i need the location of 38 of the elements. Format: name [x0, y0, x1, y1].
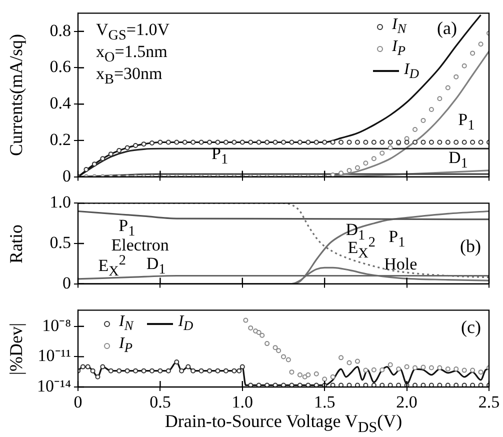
annotation: x$_{O}$=1.5nm — [96, 42, 168, 66]
x-tick-label: 2.5 — [478, 392, 500, 412]
annotation: Hole — [384, 254, 418, 274]
chart-title: (a) — [437, 18, 457, 38]
y-tick-label: 10⁻¹¹ — [38, 346, 71, 366]
y-axis-title: Ratio — [6, 224, 26, 263]
y-tick-label: 0 — [62, 166, 71, 186]
x-tick-label: 1.5 — [314, 392, 336, 412]
y-axis-title: Currents(mA/sq) — [6, 34, 26, 156]
legend-label: I$_{D}$ — [178, 313, 194, 334]
legend-label: I$_{N}$ — [119, 313, 134, 334]
y-tick-label: 10⁻⁸ — [42, 316, 72, 335]
x-tick-label: 0.5 — [150, 392, 171, 412]
x-axis-title: Drain-to-Source Voltage V$_{DS}$(V) — [164, 411, 402, 436]
y-tick-label: 10⁻¹⁴ — [36, 376, 72, 396]
legend-label: I$_{D}$ — [404, 60, 419, 81]
y-tick-label: 0.8 — [50, 20, 71, 40]
x-tick-label: 2.0 — [396, 392, 418, 412]
y-tick-label: 0.2 — [50, 130, 71, 149]
legend-label: I$_{P}$ — [119, 335, 132, 356]
chart-title: (c) — [461, 317, 481, 338]
annotation: x$_{B}$=30nm — [96, 64, 162, 88]
annotation: P$_{1}$ — [388, 228, 406, 252]
annotation: V$_{GS}$=1.0V — [96, 20, 170, 44]
legend-label: I$_{N}$ — [392, 16, 406, 36]
annotation: P$_{1}$ — [458, 110, 475, 134]
legend-label: I$_{P}$ — [392, 38, 406, 59]
x-tick-label: 1.0 — [232, 392, 254, 412]
y-tick-label: 0.4 — [50, 94, 72, 113]
annotation: D$_{1}$ — [448, 148, 468, 172]
text: (b) — [460, 236, 481, 256]
y-tick-label: 1.0 — [50, 192, 71, 212]
y-axis-title: |%Dev| — [6, 322, 26, 375]
y-tick-label: 0 — [62, 273, 71, 292]
annotation: D$_{1}$ — [146, 254, 166, 278]
annotation: P$_{1}$ — [212, 144, 228, 168]
y-tick-label: 0.5 — [50, 232, 71, 252]
y-tick-label: 0.6 — [50, 57, 71, 76]
